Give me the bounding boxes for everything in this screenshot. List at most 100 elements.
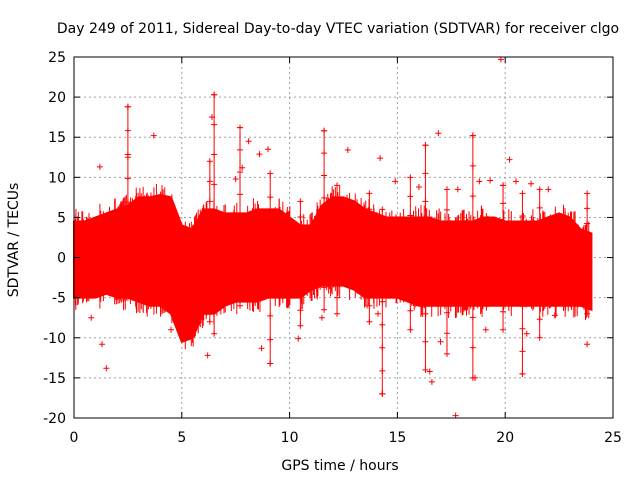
y-tick-label: 10 [48,170,66,186]
data-point [482,326,489,333]
data-point [379,252,386,259]
data-point [321,217,328,224]
data-point [297,322,304,329]
data-point [334,310,341,317]
data-point [536,186,543,193]
x-tick-label: 0 [70,430,79,446]
data-point [472,374,479,381]
data-point [584,280,591,287]
data-point [443,227,450,234]
data-point [237,280,244,287]
data-point [206,238,213,245]
data-point [267,336,274,343]
data-point [392,178,399,185]
data-point [407,193,414,200]
x-tick-label: 5 [177,430,186,446]
data-point [443,330,450,337]
data-point [237,258,244,265]
data-point [443,186,450,193]
data-point-layer [88,56,591,419]
data-point [258,345,265,352]
data-point [545,186,552,193]
data-point [206,198,213,205]
data-point [422,254,429,261]
data-point [232,175,239,182]
x-tick-label: 20 [496,430,514,446]
data-point [415,183,422,190]
data-point [297,198,304,205]
data-point [211,151,218,158]
data-point [379,206,386,213]
data-point [124,270,131,277]
data-point [265,146,272,153]
data-point [469,253,476,260]
data-point [422,366,429,373]
tick-layer [73,56,614,419]
data-point [321,284,328,291]
x-tick-label: 10 [281,430,299,446]
data-point [237,124,244,131]
data-point [321,172,328,179]
data-point [536,316,543,323]
data-point [426,368,433,375]
y-tick-label: -20 [43,411,66,427]
data-point [321,306,328,313]
data-point [407,269,414,276]
x-tick-label: 15 [388,430,406,446]
data-point [237,302,244,309]
data-point [295,335,302,342]
data-point [206,298,213,305]
data-point [267,217,274,224]
x-tick-labels: 0 5 10 15 20 25 [70,430,622,446]
data-point [297,307,304,314]
data-point [267,312,274,319]
data-point [366,238,373,245]
data-point [124,223,131,230]
data-point [377,155,384,162]
data-band-layer [73,184,593,350]
data-point [379,275,386,282]
data-point [237,146,244,153]
y-axis-title: SDTVAR / TECUs [6,183,22,298]
data-point [334,182,341,189]
data-point [211,241,218,248]
data-point [211,91,218,98]
data-point [297,213,304,220]
data-point [379,344,386,351]
data-point [366,206,373,213]
y-tick-label: 20 [48,90,66,106]
y-tick-labels: -20 -15 -10 -5 0 5 10 15 20 25 [43,50,66,427]
data-point [500,326,507,333]
data-point [422,282,429,289]
data-point [334,278,341,285]
data-point [500,182,507,189]
data-point [536,297,543,304]
data-point [321,127,328,134]
y-tick-label: 25 [48,50,66,66]
data-point [584,205,591,212]
data-point [536,279,543,286]
data-point [124,246,131,253]
data-point [379,390,386,397]
data-point [239,164,246,171]
data-point [334,230,341,237]
data-point [204,352,211,359]
data-point [469,284,476,291]
data-point [519,325,526,332]
data-point [437,338,444,345]
data-point [211,271,218,278]
data-point [536,242,543,249]
data-point [124,294,131,301]
data-point [334,262,341,269]
data-point [500,254,507,261]
data-band [73,193,593,344]
data-point [374,310,381,317]
data-point [443,268,450,275]
data-point [523,330,530,337]
data-point [237,169,244,176]
data-point [124,175,131,182]
data-point [334,294,341,301]
plot-frame [73,56,614,419]
